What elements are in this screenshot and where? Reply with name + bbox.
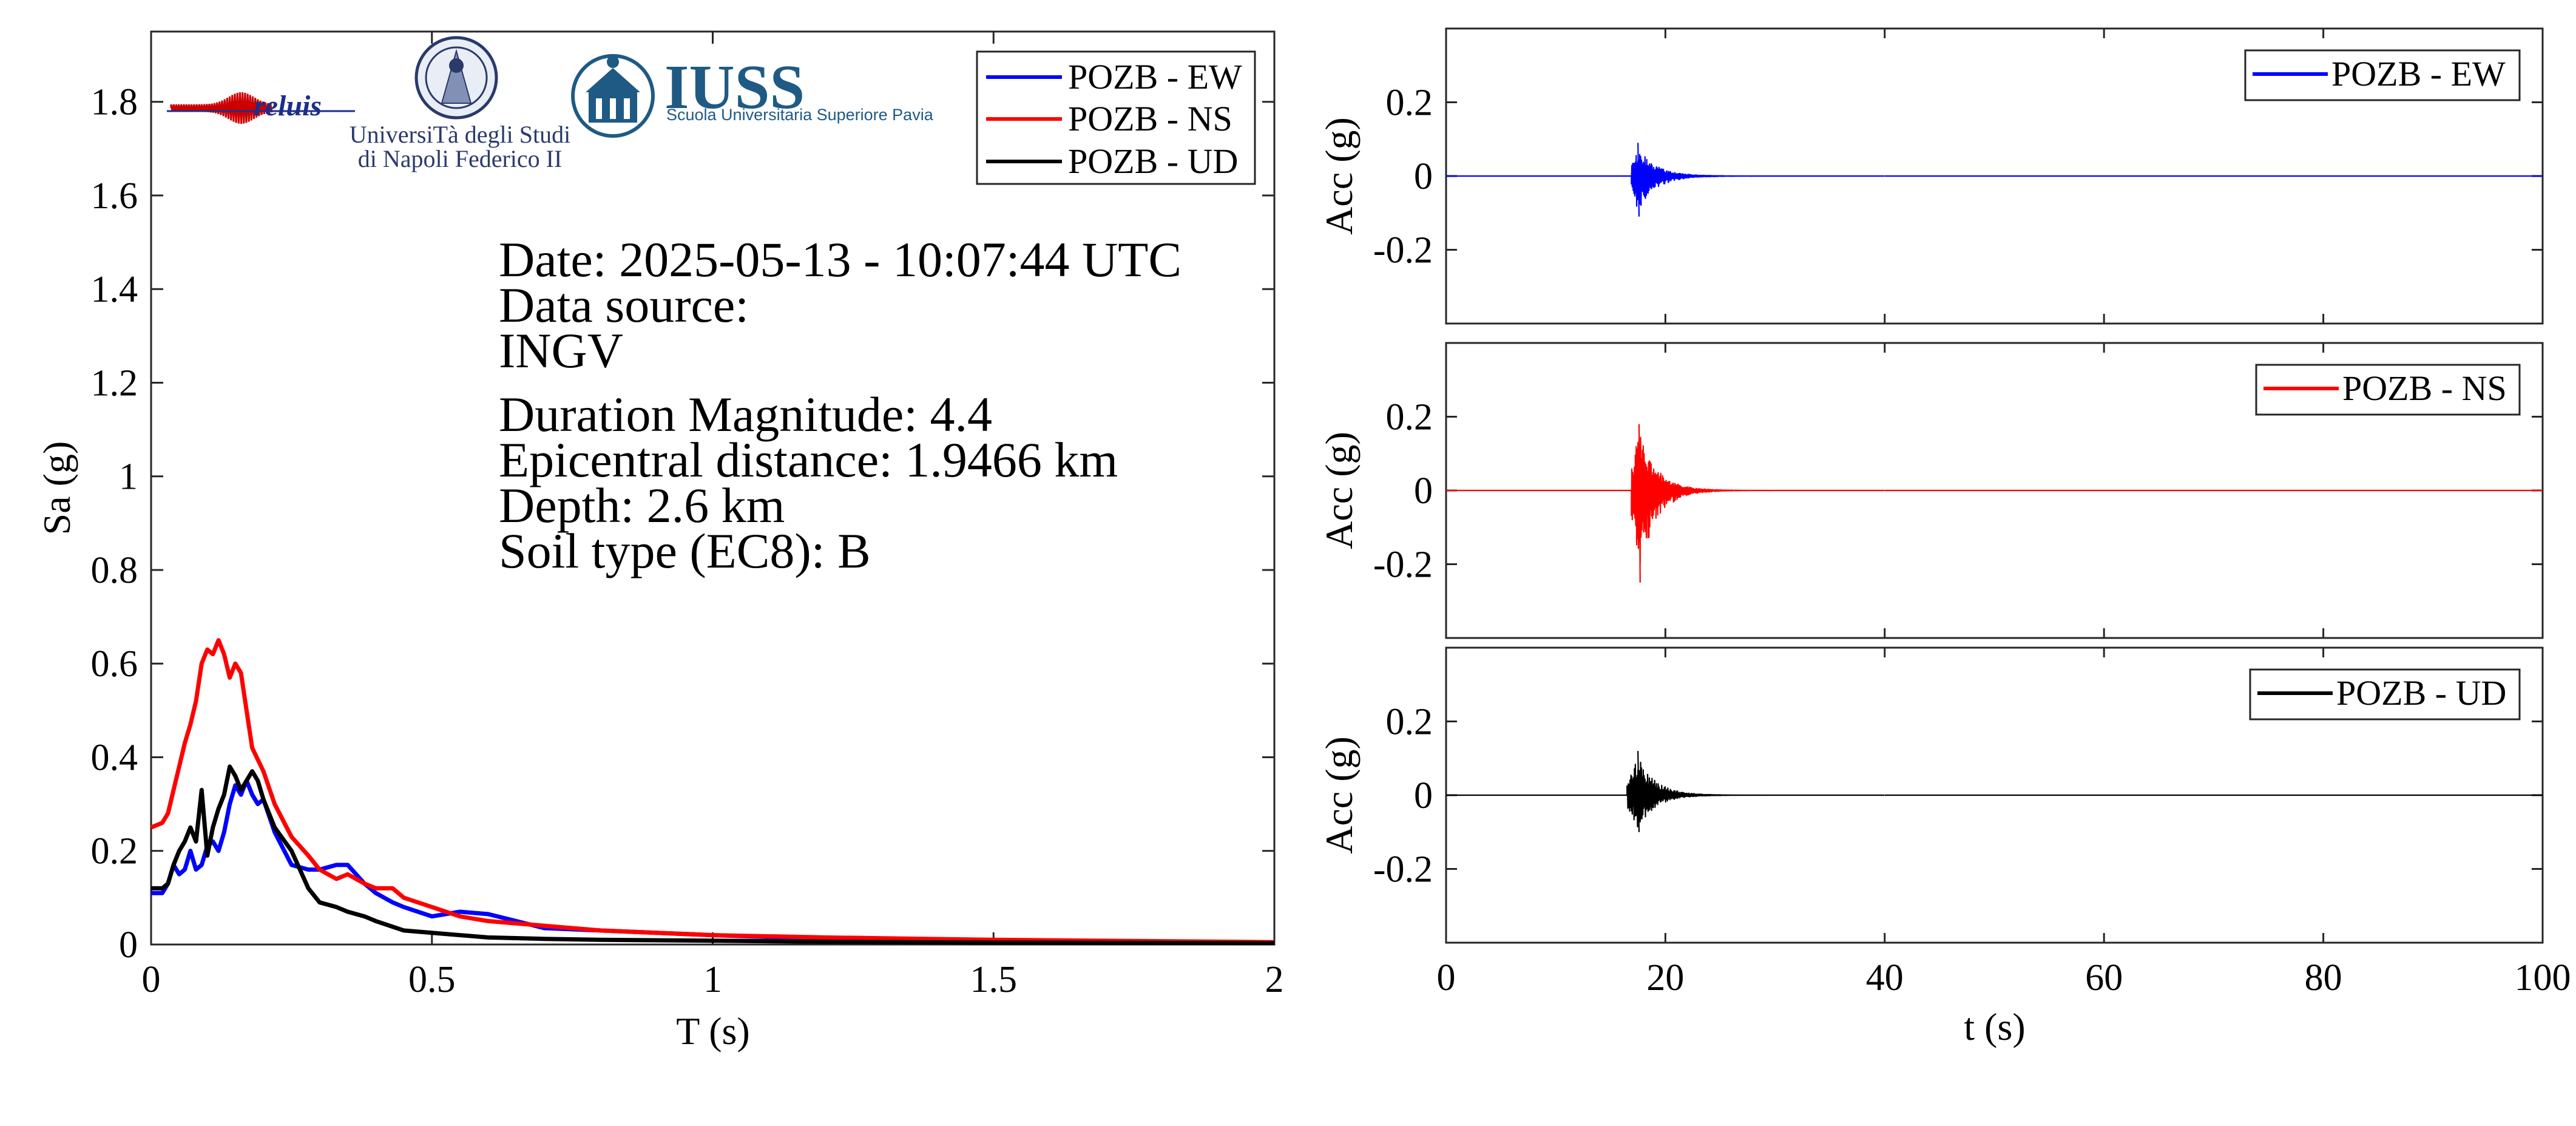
- acc-waveform-ud: [1446, 751, 2543, 832]
- acc-y-tick-label-ns: -0.2: [1373, 544, 1433, 586]
- data-source: INGV: [499, 323, 623, 378]
- spectrum-ticks: 0 0.5 1 1.5 2 0 0.2 0.4 0.6 0.8 1 1.2 1.4 1.6 1.8: [91, 32, 1284, 1000]
- spectrum-y-tick-label: 0.8: [91, 550, 138, 591]
- legend-label-ew: POZB - EW: [1068, 57, 1242, 97]
- event-info: Date: 2025-05-13 - 10:07:44 UTC Data sou…: [499, 232, 1182, 578]
- acc-y-axis-label-ew: Acc (g): [1317, 117, 1361, 235]
- iuss-logo-text: IUSS: [664, 52, 805, 122]
- acc-y-tick-label-ns: 0: [1414, 470, 1433, 512]
- acc-legend-label-ns: POZB - NS: [2342, 368, 2507, 408]
- epicentral-distance: Epicentral distance: 1.9466 km: [499, 432, 1118, 487]
- reluis-wave-icon: [170, 92, 273, 124]
- spectrum-line-ns: [150, 638, 1275, 945]
- data-source-label: Data source:: [499, 277, 749, 333]
- acc-legend-box-ud: [2249, 668, 2521, 721]
- depth: Depth: 2.6 km: [499, 478, 785, 533]
- acc-x-tick-label: 40: [1866, 957, 1904, 999]
- acc-panel-ns: Acc (g) POZB - NS -0.2 0 0.2: [1317, 342, 2544, 639]
- acc-waveform-ns: [1446, 424, 2543, 583]
- spectrum-y-tick-label: 0: [119, 924, 138, 966]
- event-date: Date: 2025-05-13 - 10:07:44 UTC: [499, 232, 1182, 287]
- iuss-logo: IUSS Scuola Universitaria Superiore Pavi…: [571, 52, 934, 138]
- spectrum-line-ud: [151, 764, 1275, 946]
- spectrum-x-axis-label: T (s): [676, 1009, 749, 1053]
- acc-y-tick-label-ud: -0.2: [1373, 849, 1433, 890]
- unina-logo: UniversiTà degli Studi di Napoli Federic…: [350, 36, 570, 172]
- spectrum-panel: 0 0.5 1 1.5 2 0 0.2 0.4 0.6 0.8 1 1.2 1.4 1.6 1.8 T (s…: [35, 30, 1284, 1053]
- acc-x-tick-label: 100: [2515, 957, 2571, 999]
- spectrum-y-tick-label: 1.6: [91, 175, 138, 217]
- duration-magnitude: Duration Magnitude: 4.4: [499, 387, 992, 442]
- acc-x-tick-label: 80: [2305, 957, 2342, 999]
- spectrum-x-tick-label: 2: [1265, 959, 1284, 1000]
- acc-x-tick-label: 0: [1437, 957, 1456, 999]
- acc-panel-ew: Acc (g) POZB - EW -0.2 0 0.2: [1317, 27, 2544, 325]
- acc-y-tick-label-ew: 0: [1414, 156, 1433, 197]
- spectrum-legend: POZB - EW POZB - NS POZB - UD: [976, 50, 1256, 185]
- unina-logo-line1: UniversiTà degli Studi: [350, 121, 570, 148]
- acc-legend-label-ud: POZB - UD: [2336, 673, 2506, 713]
- spectrum-y-axis-label: Sa (g): [35, 441, 78, 535]
- spectrum-x-tick-label: 0: [142, 959, 161, 1000]
- spectrum-y-tick-label: 1.8: [91, 82, 138, 123]
- acc-x-tick-label: 60: [2085, 957, 2123, 999]
- spectrum-x-tick-label: 1.5: [970, 959, 1018, 1000]
- acc-legend-label-ew: POZB - EW: [2331, 54, 2506, 93]
- soil-type: Soil type (EC8): B: [499, 523, 871, 578]
- iuss-logo-subtitle: Scuola Universitaria Superiore Pavia: [666, 106, 934, 124]
- acc-x-axis-label: t (s): [1964, 1005, 2025, 1048]
- spectrum-y-tick-label: 1: [119, 456, 138, 498]
- acc-y-tick-label-ud: 0: [1414, 775, 1433, 816]
- acc-x-tick-label: 20: [1646, 957, 1684, 999]
- acceleration-panels: Acc (g) POZB - EW -0.2 0 0.2 Acc (g) POZB …: [1317, 27, 2571, 1048]
- acc-y-tick-label-ns: 0.2: [1386, 397, 1433, 438]
- spectrum-lines: [150, 638, 1275, 946]
- unina-logo-line2: di Napoli Federico II: [358, 145, 563, 172]
- reluis-logo: reluis: [167, 90, 355, 124]
- spectrum-y-tick-label: 0.4: [91, 737, 138, 778]
- acc-y-axis-label-ns: Acc (g): [1317, 432, 1361, 549]
- reluis-logo-text: reluis: [254, 90, 322, 122]
- acc-y-tick-label-ew: -0.2: [1373, 230, 1433, 271]
- spectrum-y-tick-label: 1.2: [91, 362, 138, 404]
- spectrum-x-tick-label: 0.5: [408, 959, 456, 1000]
- acc-waveform-ew: [1446, 143, 2543, 217]
- acc-y-tick-label-ud: 0.2: [1386, 702, 1433, 743]
- legend-label-ns: POZB - NS: [1068, 99, 1232, 138]
- spectrum-y-tick-label: 1.4: [91, 269, 138, 310]
- acc-y-axis-label-ud: Acc (g): [1317, 736, 1361, 854]
- spectrum-y-tick-label: 0.2: [91, 831, 138, 872]
- legend-label-ud: POZB - UD: [1068, 141, 1238, 181]
- spectrum-y-tick-label: 0.6: [91, 643, 138, 685]
- spectrum-x-tick-label: 1: [703, 959, 722, 1000]
- acc-y-tick-label-ew: 0.2: [1386, 83, 1433, 124]
- acc-panel-ud: Acc (g) POZB - UD 0 20 40 60 80 100 -0.2 0 0.2: [1317, 646, 2571, 999]
